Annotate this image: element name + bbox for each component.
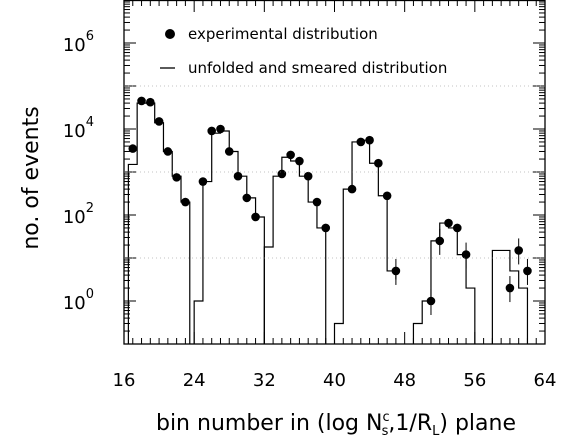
x-axis-title-part2: ,1/R: [388, 411, 432, 436]
experimental-point: [286, 150, 295, 160]
experimental-point: [295, 156, 304, 166]
unfolded-step-segment: [193, 130, 265, 344]
x-axis-title-sub2: L: [432, 424, 440, 439]
unfolded-step-segment: [127, 102, 191, 344]
experimental-point: [303, 171, 313, 181]
x-tick-label: 24: [183, 370, 206, 391]
x-tick-label: 56: [463, 370, 486, 391]
experimental-point: [224, 147, 234, 156]
y-axis-title: no. of events: [19, 106, 44, 249]
experimental-point: [233, 171, 243, 181]
experimental-point: [242, 193, 252, 203]
legend-label-unfolded: unfolded and smeared distribution: [188, 59, 447, 77]
x-tick-label: 32: [253, 370, 276, 391]
data-area: [127, 96, 532, 344]
experimental-point: [312, 197, 322, 207]
experimental-point: [391, 266, 401, 276]
experimental-point: [207, 126, 217, 136]
x-axis-title-part1: bin number in (log N: [156, 411, 383, 436]
unfolded-step-segment: [263, 156, 327, 344]
experimental-point: [163, 147, 173, 156]
y-tick-label: 102: [63, 201, 94, 228]
experimental-point: [435, 236, 445, 246]
plot-layer: [127, 96, 532, 344]
experimental-point: [452, 223, 462, 233]
x-tick-label: 48: [393, 370, 416, 391]
x-tick-label: 16: [113, 370, 136, 391]
x-axis-title-part3: ) plane: [439, 411, 516, 436]
experimental-point: [505, 283, 515, 293]
plot-frame: [123, 0, 546, 345]
experimental-point: [321, 223, 331, 233]
x-tick-label: 40: [323, 370, 346, 391]
experimental-point: [444, 218, 453, 228]
x-axis-title-sup: c: [382, 410, 389, 425]
experimental-point: [146, 97, 155, 107]
experimental-point: [216, 124, 225, 134]
experimental-point: [426, 296, 436, 306]
x-axis-title-sub1: s: [382, 424, 389, 439]
unfolded-step-segment: [412, 222, 476, 344]
experimental-point: [181, 197, 190, 207]
experimental-point: [128, 144, 138, 153]
experimental-point: [382, 191, 392, 201]
experimental-point: [172, 173, 181, 182]
experimental-point: [137, 96, 146, 106]
legend-marker-experimental: [165, 29, 175, 39]
unfolded-step-segment: [333, 139, 397, 344]
experimental-point: [356, 137, 366, 147]
experimental-point: [461, 250, 471, 259]
experimental-point: [347, 184, 357, 194]
unfolded-step-segment: [491, 249, 529, 344]
x-axis-title: bin number in (log Nc s,1/RL) plane: [156, 410, 516, 439]
experimental-point: [365, 135, 374, 145]
experimental-point: [514, 246, 523, 255]
legend: experimental distribution unfolded and s…: [160, 25, 447, 77]
experimental-point: [523, 266, 532, 276]
legend-label-experimental: experimental distribution: [188, 25, 378, 43]
axis-layer: 16 24 32 40 48 56 64 100 102 104 106: [63, 0, 557, 391]
y-tick-label: 106: [63, 29, 94, 56]
y-tick-label: 104: [63, 115, 94, 142]
experimental-point: [154, 117, 164, 126]
x-tick-label: 64: [534, 370, 557, 391]
experimental-point: [198, 177, 208, 186]
y-tick-label: 100: [63, 287, 94, 314]
experimental-point: [277, 169, 287, 179]
experimental-point: [374, 158, 383, 168]
experimental-point: [251, 212, 260, 222]
